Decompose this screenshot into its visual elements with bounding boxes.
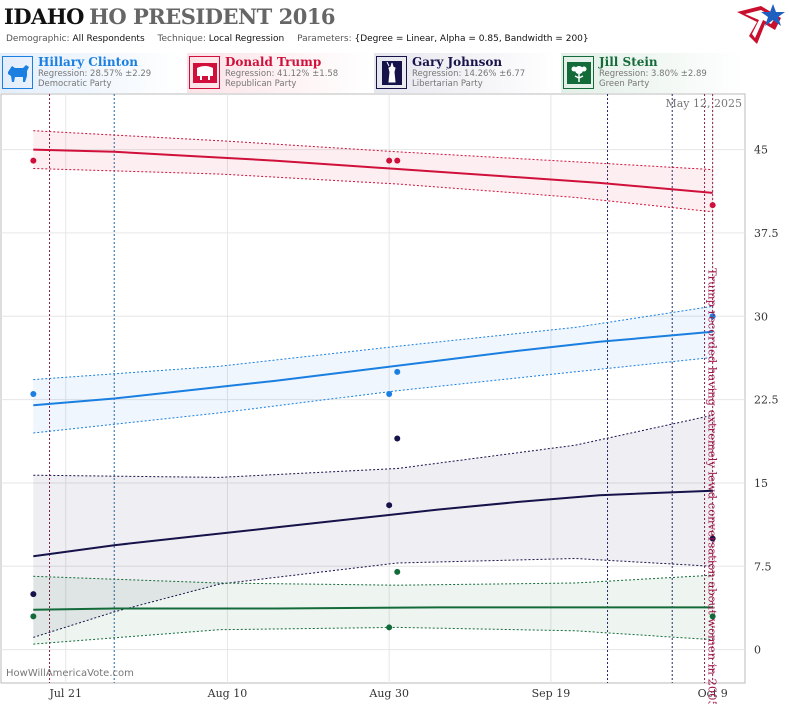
candidate-regression: Regression: 28.57% ±2.29	[38, 69, 152, 79]
band-upper-line	[33, 414, 713, 478]
parameters-row: Demographic: All Respondents Technique: …	[6, 34, 599, 44]
x-tick-label: Sep 19	[532, 687, 571, 700]
poll-point	[30, 591, 37, 598]
confidence-band	[33, 130, 713, 212]
candidate-regression: Regression: 14.26% ±6.77	[412, 69, 526, 79]
trend-line	[33, 606, 713, 611]
candidate-name: Hillary Clinton	[38, 55, 138, 69]
band-lower-line	[33, 557, 713, 638]
statue-of-liberty-icon	[376, 56, 407, 89]
candidate-party: Green Party	[599, 79, 650, 89]
poll-point	[386, 391, 393, 398]
x-tick-label: Aug 10	[207, 687, 248, 700]
candidate-party: Republican Party	[225, 79, 297, 89]
poll-point	[30, 613, 37, 620]
candidate-regression: Regression: 41.12% ±1.58	[225, 69, 339, 79]
regression-chart: 0 7.5 15 22.5 30 37.5 45 Jul 21 Aug 10 Aug 30 Sep …	[0, 93, 779, 704]
demographic-label: Demographic:	[6, 34, 70, 44]
y-tick-label: 15	[754, 477, 768, 490]
candidate-name: Jill Stein	[599, 55, 658, 69]
band-lower-line	[33, 626, 713, 645]
flower-icon	[563, 56, 594, 89]
candidate-party: Libertarian Party	[412, 79, 483, 89]
candidate-card[interactable]: Gary Johnson Regression: 14.26% ±6.77 Libe…	[374, 53, 557, 93]
confidence-band	[33, 575, 713, 645]
trend-line	[33, 489, 713, 558]
x-tick-label: Oct 9	[698, 687, 728, 700]
parameters-value[interactable]: {Degree = Linear, Alpha = 0.85, Bandwidt…	[354, 34, 589, 44]
state-name: IDAHO	[4, 4, 84, 29]
x-tick-label: Jul 21	[48, 687, 82, 700]
poll-point	[394, 435, 401, 442]
parameters-label: Parameters:	[297, 34, 352, 44]
poll-point	[30, 391, 37, 398]
race-name: HO PRESIDENT 2016	[89, 4, 336, 29]
band-upper-line	[33, 130, 713, 171]
band-upper-line	[33, 305, 713, 381]
y-tick-label: 30	[754, 310, 768, 323]
band-lower-line	[33, 356, 713, 434]
poll-point	[709, 202, 716, 209]
y-tick-label: 7.5	[754, 560, 772, 573]
technique-label: Technique:	[157, 34, 206, 44]
poll-point	[386, 502, 393, 509]
y-tick-label: 22.5	[754, 394, 779, 407]
trend-line	[33, 330, 713, 407]
site-credit: HowWillAmericaVote.com	[6, 668, 134, 679]
poll-point	[386, 157, 393, 164]
y-tick-label: 0	[754, 644, 761, 657]
chart-title: IDAHO HO PRESIDENT 2016	[4, 4, 336, 29]
donkey-icon	[2, 56, 33, 89]
poll-point	[386, 624, 393, 631]
site-logo-icon[interactable]	[735, 0, 787, 52]
poll-point	[709, 613, 716, 620]
candidate-cards: Hillary Clinton Regression: 28.57% ±2.29 D…	[0, 53, 789, 93]
poll-point	[709, 535, 716, 542]
technique-value[interactable]: Local Regression	[208, 34, 285, 44]
x-tick-label: Aug 30	[368, 687, 409, 700]
poll-point	[394, 157, 401, 164]
confidence-band	[33, 415, 713, 638]
candidate-name: Donald Trump	[225, 55, 322, 69]
candidate-party: Democratic Party	[38, 79, 112, 89]
event-annotation: Trump recorded having extremely lewd con…	[706, 268, 720, 704]
y-tick-label: 37.5	[754, 227, 779, 240]
poll-point	[30, 157, 37, 164]
demographic-value[interactable]: All Respondents	[72, 34, 145, 44]
date-stamp: May 12, 2025	[665, 97, 742, 110]
candidate-card[interactable]: Jill Stein Regression: 3.80% ±2.89 Green P…	[561, 53, 744, 93]
elephant-icon	[189, 56, 220, 89]
poll-point	[394, 568, 401, 575]
y-tick-label: 45	[754, 144, 768, 157]
candidate-regression: Regression: 3.80% ±2.89	[599, 69, 707, 79]
candidate-card[interactable]: Hillary Clinton Regression: 28.57% ±2.29 D…	[0, 53, 183, 93]
band-lower-line	[33, 168, 713, 213]
poll-point	[394, 368, 401, 375]
candidate-name: Gary Johnson	[412, 55, 503, 69]
candidate-card[interactable]: Donald Trump Regression: 41.12% ±1.58 Repu…	[187, 53, 370, 93]
trend-line	[33, 148, 713, 194]
poll-point	[709, 313, 716, 320]
band-upper-line	[33, 574, 713, 586]
plot-area	[0, 93, 746, 684]
